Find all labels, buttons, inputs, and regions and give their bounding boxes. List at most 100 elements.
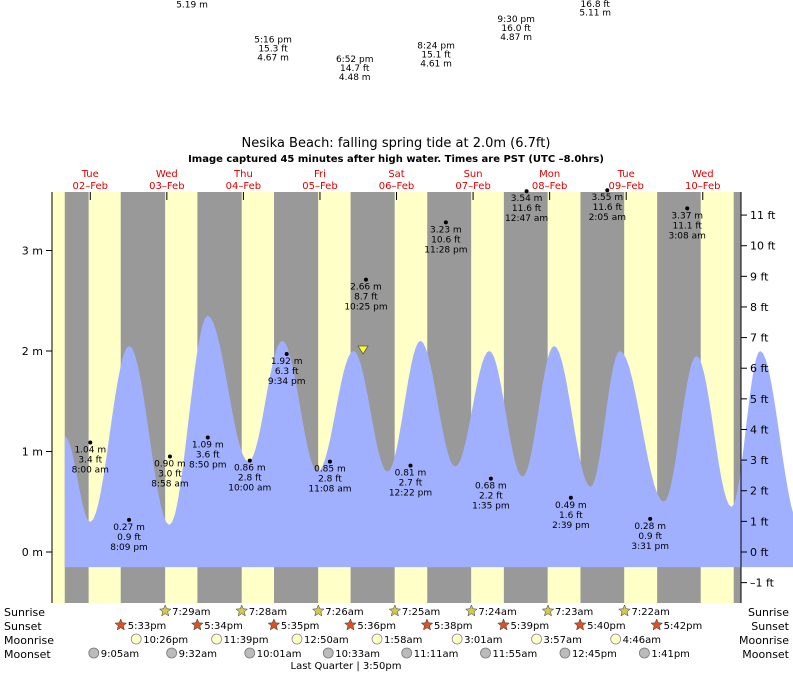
chart-subtitle: Image captured 45 minutes after high wat… — [188, 154, 604, 165]
right-tick-label: 0 ft — [750, 546, 769, 559]
moonset-icon — [166, 647, 178, 659]
sunrise-time: 7:22am — [632, 607, 670, 618]
extreme-time: 3:31 pm — [631, 542, 669, 552]
extreme-dot — [408, 463, 413, 468]
sunset-time: 5:38pm — [434, 621, 473, 632]
offscale-high-time: 9:30 pm — [497, 15, 535, 25]
offscale-high-m: 4.61 m — [420, 60, 452, 70]
right-tick-label: 1 ft — [750, 515, 769, 528]
right-tick-label: 11 ft — [750, 209, 776, 222]
tide-curve — [64, 315, 793, 568]
moonrise-time: 12:50am — [304, 635, 349, 646]
sunrise-row-label: Sunrise — [4, 606, 45, 619]
right-tick-label: 6 ft — [750, 362, 769, 375]
extreme-time: 12:22 pm — [389, 489, 432, 499]
extreme-height-m: 3.54 m — [511, 194, 543, 204]
sunset-icon — [420, 618, 434, 631]
extreme-height-m: 1.92 m — [271, 357, 303, 367]
extreme-height-m: 0.27 m — [113, 523, 145, 533]
sunrise-time: 7:26am — [325, 607, 363, 618]
offscale-high-ft: 15.1 ft — [421, 51, 451, 61]
day-date-label: 08–Feb — [532, 181, 567, 192]
extreme-dot — [443, 220, 448, 225]
right-tick-label: 7 ft — [750, 332, 769, 345]
right-tick-label: 8 ft — [750, 301, 769, 314]
offscale-high-ft: 14.7 ft — [340, 64, 370, 74]
sunrise-time: 7:24am — [478, 607, 516, 618]
sunset-time: 5:40pm — [587, 621, 626, 632]
extreme-dot — [88, 440, 93, 445]
day-date-label: 10–Feb — [685, 181, 720, 192]
offscale-high-m: 5.11 m — [579, 9, 611, 19]
sunset-icon — [114, 618, 128, 631]
extreme-dot — [363, 277, 368, 282]
moonset-icon — [88, 647, 100, 659]
moonset-icon — [638, 647, 650, 659]
extreme-height-m: 0.68 m — [475, 482, 507, 492]
sunrise-time: 7:23am — [555, 607, 593, 618]
sunrise-icon — [465, 604, 478, 617]
extreme-time: 8:09 pm — [110, 543, 148, 553]
extreme-dot — [488, 476, 493, 481]
extreme-dot — [568, 495, 573, 500]
extreme-height-ft: 2.2 ft — [479, 492, 503, 502]
offscale-high-ft: 16.8 ft — [581, 0, 611, 10]
extreme-height-ft: 2.7 ft — [399, 479, 423, 489]
extreme-height-m: 3.55 m — [591, 193, 623, 203]
extreme-dot — [605, 188, 610, 193]
day-date-label: 07–Feb — [455, 181, 490, 192]
moonset-time: 9:32am — [179, 649, 217, 660]
extreme-time: 11:08 am — [308, 485, 351, 495]
moonrise-time: 3:57am — [544, 635, 582, 646]
extreme-dot — [167, 454, 172, 459]
moonset-row-label: Moonset — [4, 648, 51, 661]
sunset-row-label: Sunset — [4, 620, 42, 633]
day-name-label: Tue — [81, 169, 99, 180]
extreme-time: 8:00 am — [72, 465, 109, 475]
extreme-height-m: 0.85 m — [314, 465, 346, 475]
moonrise-time: 4:46am — [623, 635, 661, 646]
offscale-high-ft: 15.3 ft — [258, 45, 288, 55]
extreme-time: 12:47 am — [505, 214, 548, 224]
day-name-label: Wed — [156, 169, 178, 180]
extreme-time: 10:25 pm — [344, 303, 387, 313]
extreme-time: 11:28 pm — [424, 245, 467, 255]
right-tick-label: 9 ft — [750, 270, 769, 283]
extreme-height-m: 3.37 m — [671, 211, 703, 221]
sunset-icon — [190, 618, 204, 631]
moonset-time: 11:11am — [414, 649, 459, 660]
moonrise-icon — [610, 633, 622, 645]
extreme-height-ft: 8.7 ft — [354, 293, 378, 303]
sunset-icon — [497, 618, 510, 631]
sunrise-time: 7:28am — [249, 607, 287, 618]
extreme-dot — [247, 458, 252, 463]
left-tick-label: 2 m — [22, 345, 43, 358]
extreme-height-ft: 1.6 ft — [559, 511, 583, 521]
moonrise-row-label: Moonrise — [4, 634, 54, 647]
day-name-label: Wed — [692, 169, 714, 180]
offscale-high-m: 5.19 m — [176, 1, 208, 11]
day-name-label: Sat — [388, 169, 404, 180]
moonset-icon — [559, 647, 571, 659]
extreme-height-ft: 11.6 ft — [512, 204, 542, 214]
moonrise-icon — [130, 633, 142, 645]
right-tick-label: 2 ft — [750, 485, 769, 498]
day-date-label: 06–Feb — [379, 181, 414, 192]
left-tick-label: 0 m — [22, 546, 43, 559]
offscale-high-time: 10:16 pm — [574, 0, 617, 1]
extreme-height-ft: 3.6 ft — [196, 450, 220, 460]
extreme-height-m: 1.09 m — [192, 440, 224, 450]
sunrise-icon — [618, 604, 631, 617]
offscale-high-time: 5:16 pm — [254, 36, 292, 46]
sunset-icon — [573, 618, 587, 631]
offscale-high-ft: 17.0 ft — [177, 0, 207, 2]
extreme-time: 9:34 pm — [268, 377, 306, 387]
extreme-height-m: 0.86 m — [234, 464, 266, 474]
moonrise-time: 11:39pm — [224, 635, 269, 646]
current-tide-marker — [357, 345, 369, 355]
right-tick-label: 10 ft — [750, 240, 776, 253]
day-name-label: Thu — [233, 169, 253, 180]
day-date-label: 02–Feb — [73, 181, 108, 192]
extreme-dot — [327, 459, 332, 464]
day-date-label: 05–Feb — [302, 181, 337, 192]
